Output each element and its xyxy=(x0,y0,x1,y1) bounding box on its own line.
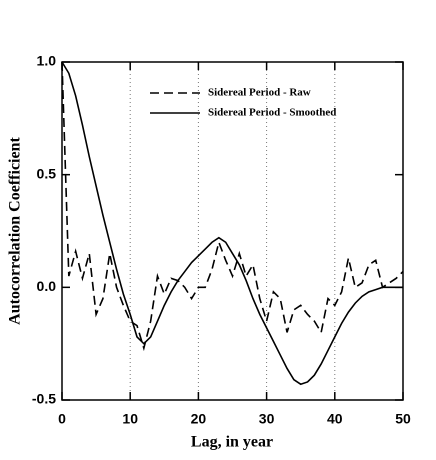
x-tick-label: 20 xyxy=(191,411,207,427)
x-tick-label: 40 xyxy=(327,411,343,427)
x-tick-label: 30 xyxy=(259,411,275,427)
y-tick-label: 1.0 xyxy=(37,53,57,69)
x-tick-label: 0 xyxy=(58,411,66,427)
plot-frame xyxy=(61,61,404,401)
y-tick-label: 0.0 xyxy=(37,278,57,294)
y-axis-label: Autocorrelation Coefficient xyxy=(7,137,24,325)
legend-label: Sidereal Period - Raw xyxy=(208,87,311,99)
x-tick-label: 10 xyxy=(122,411,138,427)
x-axis-label: Lag, in year xyxy=(191,434,273,451)
y-tick-label: -0.5 xyxy=(32,391,56,407)
legend-label: Sidereal Period - Smoothed xyxy=(208,107,336,119)
x-tick-label: 50 xyxy=(395,411,411,427)
y-tick-label: 0.5 xyxy=(37,165,57,181)
line-series xyxy=(61,61,404,352)
line-series xyxy=(61,61,403,386)
